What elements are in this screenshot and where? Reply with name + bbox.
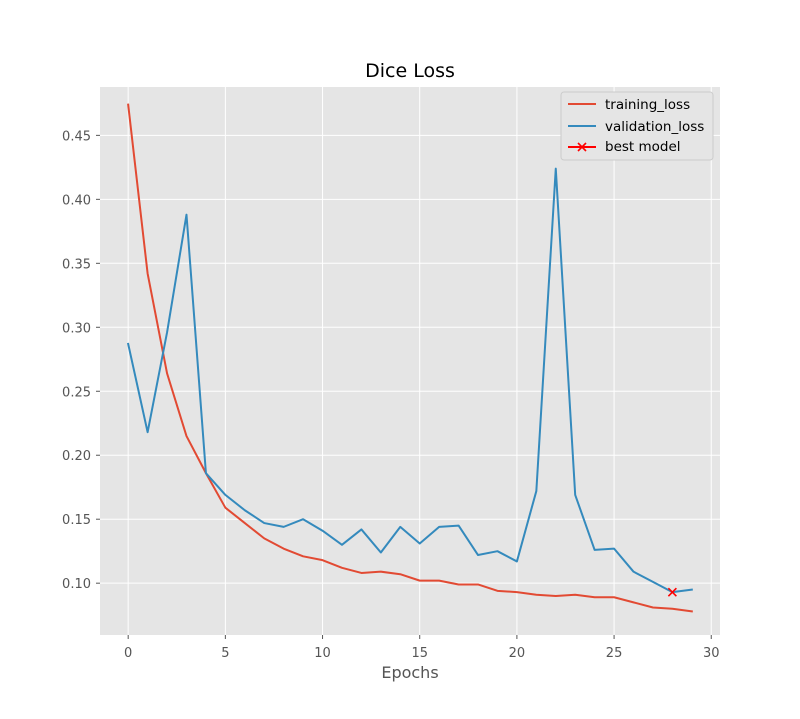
legend-label-validation-loss: validation_loss xyxy=(605,119,704,135)
y-tick-label: 0.15 xyxy=(62,513,91,528)
x-tick-label: 30 xyxy=(703,646,720,661)
y-tick-label: 0.40 xyxy=(62,193,91,208)
plot-area xyxy=(100,87,720,635)
x-tick-label: 20 xyxy=(509,646,526,661)
x-tick-label: 25 xyxy=(606,646,623,661)
legend-box xyxy=(560,91,714,161)
y-tick-label: 0.25 xyxy=(62,385,91,400)
x-axis-label: Epochs xyxy=(381,663,438,682)
series-line-training-loss xyxy=(127,103,693,613)
legend-label-best-model: best model xyxy=(605,139,681,155)
x-tick-label: 5 xyxy=(221,646,229,661)
y-tick-label: 0.35 xyxy=(62,257,91,272)
y-tick-label: 0.20 xyxy=(62,449,91,464)
series-line-validation-loss xyxy=(126,167,693,594)
chart-title: Dice Loss xyxy=(365,60,455,82)
series-layer xyxy=(126,103,693,613)
x-tick-label: 10 xyxy=(314,646,331,661)
legend-label-training-loss: training_loss xyxy=(605,97,690,113)
x-tick-label: 0 xyxy=(124,646,132,661)
legend: training_loss validation_loss best model xyxy=(560,91,714,161)
best-model-marker xyxy=(667,587,677,597)
y-tick-label: 0.30 xyxy=(62,321,91,336)
y-tick-label: 0.45 xyxy=(62,129,91,144)
grid xyxy=(100,87,720,635)
x-axis: 0 5 10 15 20 25 30 xyxy=(124,635,720,661)
x-tick-label: 15 xyxy=(411,646,428,661)
legend-swatch-best-model-marker xyxy=(577,142,587,152)
y-axis: 0.10 0.15 0.20 0.25 0.30 0.35 0.40 0.45 xyxy=(62,129,100,592)
y-tick-label: 0.10 xyxy=(62,577,91,592)
